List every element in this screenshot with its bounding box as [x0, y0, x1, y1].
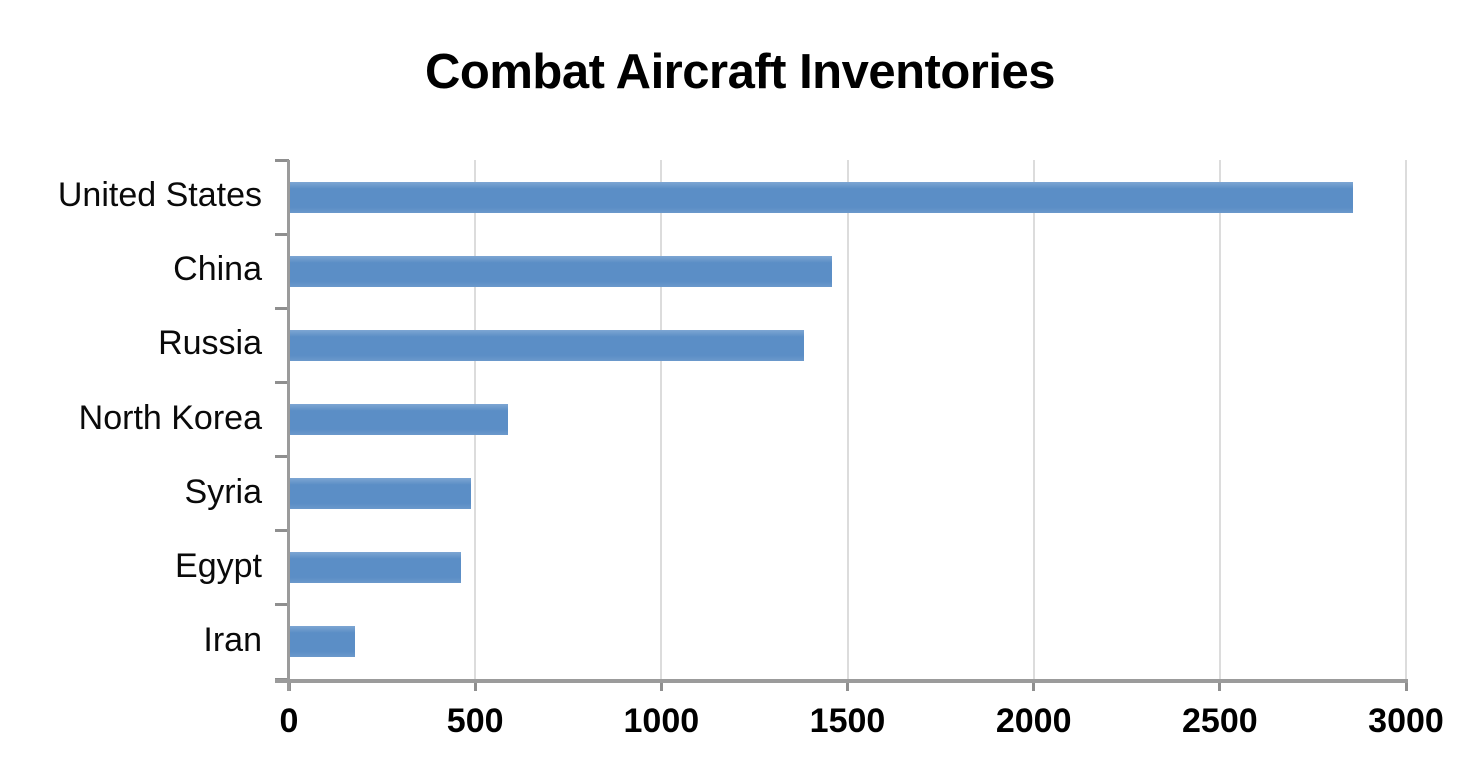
y-axis-tick: [275, 529, 289, 533]
x-tick-label: 0: [279, 702, 299, 740]
category-label-united-states: United States: [57, 176, 262, 215]
bar-syria: [290, 478, 471, 510]
x-tick-label: 500: [446, 702, 504, 740]
x-axis-tick: [846, 679, 849, 691]
x-tick-label: 2000: [995, 702, 1072, 740]
y-axis-tick: [275, 603, 289, 607]
category-label-syria: Syria: [184, 472, 262, 511]
y-axis-line: [287, 160, 290, 691]
category-label-egypt: Egypt: [175, 546, 262, 585]
x-axis-tick: [473, 679, 477, 691]
bar-north-korea: [290, 404, 508, 435]
y-axis-tick: [275, 158, 289, 162]
category-label-north-korea: North Korea: [78, 398, 262, 437]
x-tick-label: 3000: [1368, 702, 1444, 740]
y-axis-tick: [275, 232, 289, 236]
bar-egypt: [290, 552, 462, 584]
x-axis-tick: [1218, 679, 1222, 691]
gridline-2500: [1218, 160, 1221, 679]
category-label-china: China: [173, 250, 262, 289]
x-axis-tick: [659, 679, 663, 691]
gridline-2000: [1032, 160, 1035, 679]
gridline-3000: [1405, 160, 1407, 679]
bar-russia: [290, 329, 804, 361]
x-tick-label: 1000: [623, 702, 700, 740]
bar-china: [290, 255, 832, 287]
x-axis-line: [275, 679, 1408, 683]
x-tick-label: 2500: [1182, 702, 1258, 740]
y-axis-tick: [275, 455, 289, 459]
y-axis-tick: [275, 306, 289, 310]
x-tick-label: 1500: [809, 702, 886, 740]
chart-title: Combat Aircraft Inventories: [425, 45, 1055, 99]
gridline-1000: [660, 160, 663, 679]
bar-united-states: [290, 181, 1353, 213]
y-axis-tick: [275, 380, 289, 384]
bar-iran: [290, 626, 356, 658]
x-axis-tick: [1032, 679, 1036, 691]
category-label-russia: Russia: [158, 324, 262, 363]
x-axis-tick: [1404, 679, 1408, 691]
gridline-1500: [846, 160, 849, 679]
category-label-iran: Iran: [203, 620, 262, 659]
